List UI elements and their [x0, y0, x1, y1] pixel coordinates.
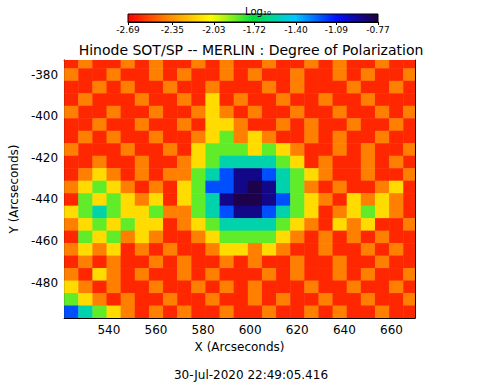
svg-text:-2.03: -2.03 — [202, 25, 225, 35]
svg-text:X (Arcseconds): X (Arcseconds) — [195, 340, 285, 354]
svg-text:30-Jul-2020 22:49:05.416: 30-Jul-2020 22:49:05.416 — [174, 368, 328, 382]
svg-text:Hinode SOT/SP -- MERLIN : Degr: Hinode SOT/SP -- MERLIN : Degree of Pola… — [79, 42, 424, 58]
svg-text:-1.40: -1.40 — [284, 25, 308, 35]
svg-text:-2.35: -2.35 — [161, 25, 184, 35]
svg-text:-380: -380 — [31, 68, 58, 82]
svg-text:-2.69: -2.69 — [116, 25, 140, 35]
svg-text:620: 620 — [286, 323, 309, 337]
svg-text:580: 580 — [192, 323, 215, 337]
svg-text:600: 600 — [239, 323, 262, 337]
svg-text:640: 640 — [333, 323, 356, 337]
svg-text:Log₁₀: Log₁₀ — [245, 6, 271, 17]
svg-text:Y (Arcseconds): Y (Arcseconds) — [7, 144, 21, 234]
svg-text:-400: -400 — [31, 109, 58, 123]
svg-text:-0.77: -0.77 — [366, 25, 389, 35]
svg-text:-440: -440 — [31, 192, 58, 206]
svg-text:-420: -420 — [31, 151, 58, 165]
svg-text:540: 540 — [97, 323, 120, 337]
svg-text:660: 660 — [380, 323, 403, 337]
svg-text:-1.72: -1.72 — [243, 25, 266, 35]
svg-text:-460: -460 — [31, 234, 58, 248]
svg-text:560: 560 — [145, 323, 168, 337]
svg-text:-480: -480 — [31, 276, 58, 290]
svg-text:-1.09: -1.09 — [325, 25, 349, 35]
